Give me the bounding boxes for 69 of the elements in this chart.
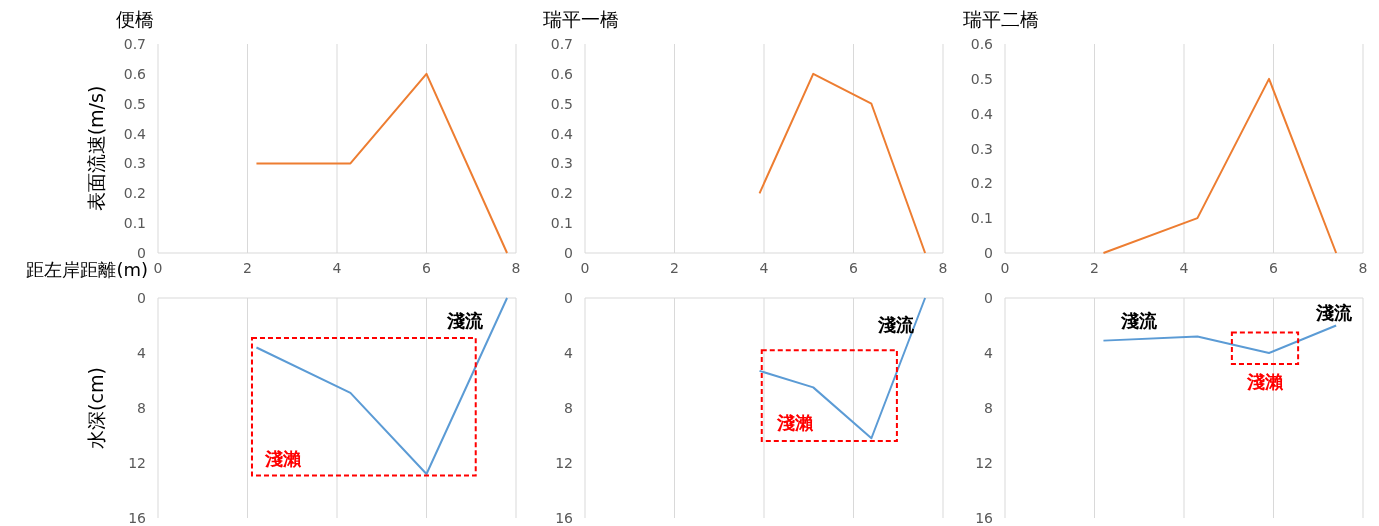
y-tick-label: 0.2 [550,185,573,202]
y-tick-label: 0.1 [970,210,993,227]
y-tick-label: 0.2 [970,175,993,192]
y-tick-label: 16 [975,510,994,526]
x-tick-label: 8 [1358,260,1368,276]
x-tick-label: 2 [243,260,252,276]
y-tick-label: 0 [564,290,573,306]
annotation: 淺瀨 [1245,370,1284,392]
y-tick-label: 0 [564,245,573,261]
y-tick-label: 4 [137,345,147,361]
y-tick-label: 0.3 [123,155,146,172]
annotation: 淺流 [445,310,484,331]
x-tick-label: 0 [153,260,163,276]
y-axis-title: 表面流速(m/s) [85,85,107,212]
y-tick-label: 12 [975,455,993,471]
chart-title: 瑞平二橋 [963,8,1039,30]
annotation: 淺流 [1120,310,1159,331]
y-tick-label: 0.6 [123,65,147,82]
y-tick-label: 0.5 [970,70,993,87]
y-tick-label: 0 [137,290,146,306]
x-tick-label: 8 [511,260,521,276]
y-tick-label: 0.7 [550,36,573,52]
y-tick-label: 16 [555,510,574,526]
y-tick-label: 8 [564,400,573,416]
y-tick-label: 12 [555,455,573,471]
x-tick-label: 6 [422,260,432,276]
annotation: 淺瀨 [264,447,303,469]
y-tick-label: 0.7 [123,36,146,52]
y-tick-label: 4 [564,345,574,361]
annotation: 淺流 [1314,301,1353,323]
y-tick-label: 0.5 [550,95,573,112]
x-tick-label: 6 [849,260,859,276]
chart-title: 瑞平一橋 [543,8,619,30]
y-tick-label: 0.3 [550,155,573,172]
y-tick-label: 8 [137,400,146,416]
chart-title: 便橋 [116,8,154,30]
x-tick-label: 2 [670,260,679,276]
y-tick-label: 0.5 [123,95,146,112]
y-tick-label: 0.6 [970,36,994,52]
y-tick-label: 12 [128,455,146,471]
y-tick-label: 4 [984,345,994,361]
y-tick-label: 0.4 [123,125,147,142]
y-tick-label: 0.3 [970,140,993,157]
x-axis-title: 距左岸距離(m) [26,259,148,280]
y-tick-label: 0.6 [550,65,574,82]
x-tick-label: 4 [1179,260,1189,276]
y-tick-label: 0 [137,245,146,261]
x-tick-label: 2 [1090,260,1099,276]
annotation: 淺瀨 [776,411,815,433]
y-tick-label: 0.4 [550,125,574,142]
annotation: 淺流 [877,314,916,336]
y-tick-label: 0.2 [123,185,146,202]
line-series [758,72,927,254]
y-tick-label: 0 [984,245,993,261]
x-tick-label: 0 [1000,260,1010,276]
y-tick-label: 0.1 [550,215,573,232]
x-tick-label: 4 [332,260,342,276]
x-tick-label: 8 [938,260,948,276]
line-series [758,297,927,440]
x-tick-label: 4 [759,260,769,276]
y-tick-label: 0.4 [970,105,994,122]
y-tick-label: 8 [984,400,993,416]
x-tick-label: 6 [1269,260,1279,276]
y-tick-label: 0 [984,290,993,306]
y-axis-title: 水深(cm) [85,367,107,449]
y-tick-label: 16 [128,510,147,526]
y-tick-label: 0.1 [123,215,146,232]
x-tick-label: 0 [580,260,590,276]
line-series [255,297,509,475]
